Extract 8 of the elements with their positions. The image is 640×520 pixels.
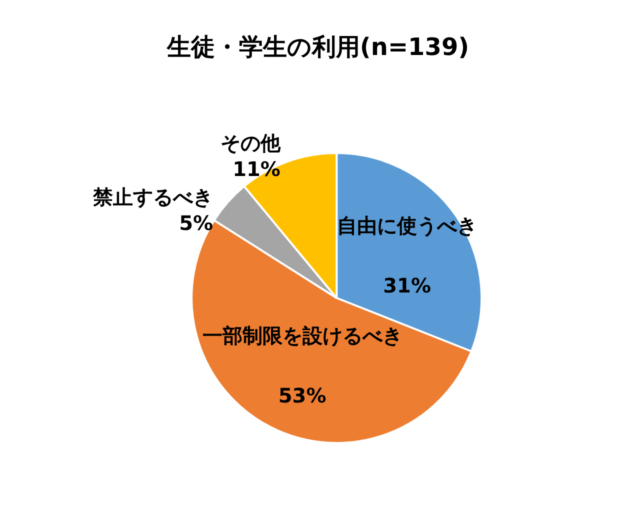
data-label: 5% — [179, 210, 214, 235]
data-label: 31% — [383, 274, 431, 298]
slice-label: 自由に使うべき — [337, 214, 478, 238]
data-label: 53% — [278, 383, 326, 408]
slice-label: その他 — [220, 130, 282, 155]
slice-label: 禁止するべき — [92, 184, 214, 209]
slice-label: 一部制限を設けるべき — [202, 323, 402, 348]
chart-title: 生徒・学生の利用(n=139) — [166, 33, 470, 61]
